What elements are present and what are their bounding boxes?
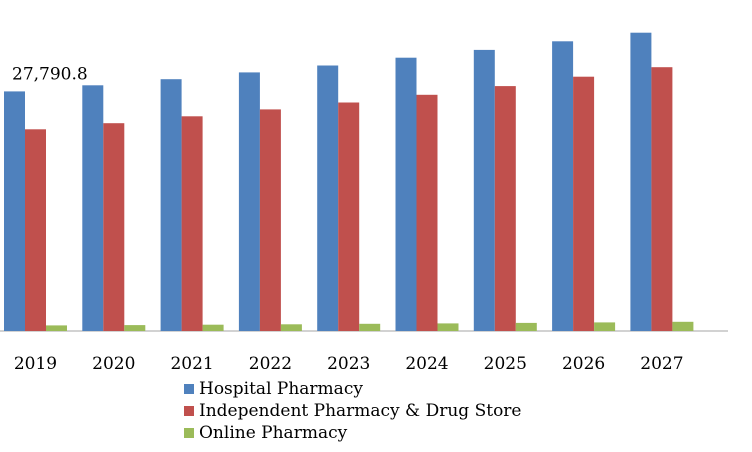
- bar-online-2022: [280, 324, 302, 331]
- legend: Hospital Pharmacy Independent Pharmacy & …: [184, 378, 522, 444]
- legend-swatch: [184, 406, 194, 416]
- bar-hospital-2025: [473, 49, 495, 332]
- bar-hospital-2026: [552, 41, 574, 332]
- bar-independent-2023: [338, 102, 360, 331]
- bar-hospital-2023: [317, 65, 339, 331]
- bar-independent-2027: [651, 67, 673, 331]
- legend-label: Hospital Pharmacy: [199, 379, 363, 399]
- x-tick-label: 2026: [562, 354, 605, 374]
- legend-label: Online Pharmacy: [199, 423, 348, 443]
- x-tick-label: 2020: [92, 354, 135, 374]
- bar-independent-2020: [103, 123, 125, 331]
- x-tick-label: 2022: [249, 354, 292, 374]
- bar-online-2025: [515, 322, 537, 331]
- legend-item: Online Pharmacy: [184, 422, 522, 444]
- bar-hospital-2024: [395, 57, 417, 331]
- bar-independent-2026: [573, 76, 595, 331]
- bar-independent-2021: [181, 116, 203, 331]
- bar-hospital-2019: [4, 91, 25, 332]
- bar-independent-2019: [25, 129, 46, 331]
- bar-online-2024: [437, 323, 459, 331]
- bar-chart: 2019 2020 2021 2022 2023 2024 2025 2026 2027 27,…: [0, 32, 728, 374]
- bar-hospital-2022: [238, 72, 260, 332]
- legend-item: Hospital Pharmacy: [184, 378, 522, 400]
- bar-independent-2024: [416, 94, 438, 331]
- bar-online-2027: [672, 321, 694, 331]
- bar-hospital-2020: [82, 85, 104, 331]
- bar-online-2020: [124, 325, 146, 331]
- bar-hospital-2021: [160, 79, 182, 331]
- legend-item: Independent Pharmacy & Drug Store: [184, 400, 522, 422]
- x-tick-label: 2021: [170, 354, 213, 374]
- bar-independent-2025: [494, 86, 516, 331]
- x-tick-label: 2027: [640, 354, 683, 374]
- bar-online-2023: [359, 323, 381, 331]
- x-tick-label: 2025: [484, 354, 527, 374]
- legend-swatch: [184, 384, 194, 394]
- x-tick-label: 2024: [405, 354, 448, 374]
- legend-swatch: [184, 428, 194, 438]
- bar-independent-2022: [259, 109, 281, 332]
- bar-online-2026: [594, 322, 616, 331]
- bar-online-2019: [46, 325, 67, 331]
- x-tick-label: 2023: [327, 354, 370, 374]
- data-label: 27,790.8: [12, 64, 88, 84]
- legend-label: Independent Pharmacy & Drug Store: [199, 401, 522, 421]
- bar-online-2021: [202, 324, 224, 331]
- x-tick-label: 2019: [14, 354, 57, 374]
- bar-hospital-2027: [630, 32, 652, 331]
